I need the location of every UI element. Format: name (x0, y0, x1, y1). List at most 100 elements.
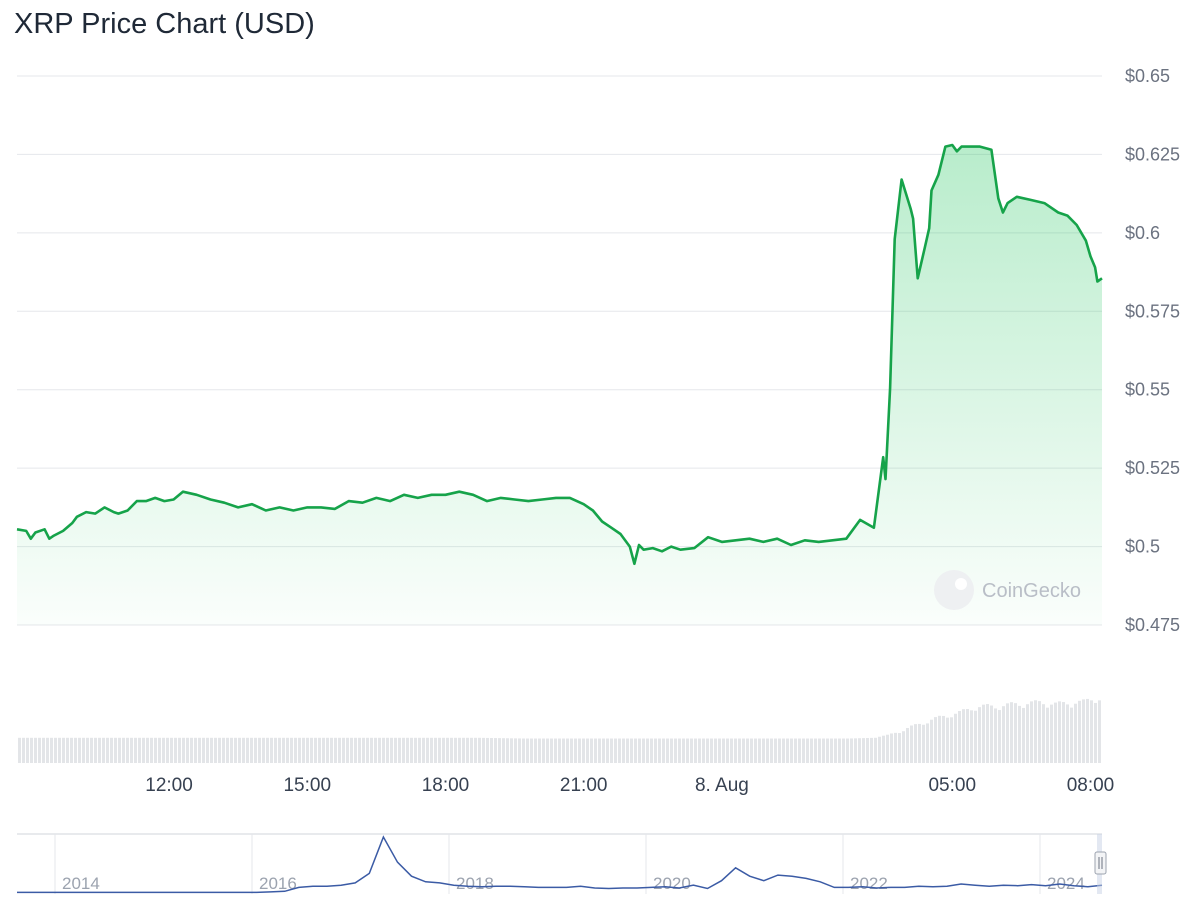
volume-bar (358, 737, 361, 763)
volume-bar (242, 737, 245, 763)
volume-bar (426, 737, 429, 763)
volume-bar (562, 738, 565, 763)
volume-bar (454, 737, 457, 763)
volume-bar (842, 738, 845, 763)
volume-bar (722, 738, 725, 763)
volume-bar (586, 738, 589, 763)
volume-bar (146, 737, 149, 763)
volume-bar (162, 737, 165, 763)
volume-bar (142, 737, 145, 763)
volume-bar (738, 738, 741, 763)
volume-bar (942, 715, 945, 763)
volume-bar (1022, 707, 1025, 763)
volume-bar (1018, 705, 1021, 763)
volume-bar (526, 738, 529, 763)
volume-bar (614, 738, 617, 763)
price-series-line (16, 143, 1103, 566)
volume-bar (686, 738, 689, 763)
volume-bar (654, 738, 657, 763)
volume-bar (218, 737, 221, 763)
volume-bar (258, 737, 261, 763)
volume-bar (374, 737, 377, 763)
volume-bar (398, 737, 401, 763)
volume-bar (182, 737, 185, 763)
navigator-year-label: 2016 (259, 874, 297, 893)
volume-bar (794, 738, 797, 763)
volume-bar (78, 737, 81, 763)
volume-bar (54, 737, 57, 763)
volume-bar (22, 737, 25, 763)
volume-bar (90, 737, 93, 763)
volume-bar (290, 737, 293, 763)
volume-bar (498, 738, 501, 763)
volume-bar (570, 738, 573, 763)
volume-bar (890, 733, 893, 763)
volume-bar (886, 734, 889, 763)
volume-bar (282, 737, 285, 763)
volume-bar (594, 738, 597, 763)
volume-bar (1026, 704, 1029, 763)
volume-bar (566, 738, 569, 763)
volume-bar (878, 736, 881, 763)
volume-bar (18, 737, 21, 763)
y-tick-label: $0.475 (1125, 615, 1180, 635)
x-tick-label: 21:00 (560, 775, 608, 796)
volume-bar (718, 738, 721, 763)
volume-bar (458, 737, 461, 763)
volume-bar (50, 737, 53, 763)
volume-bar (678, 738, 681, 763)
volume-bar (506, 738, 509, 763)
volume-bar (354, 737, 357, 763)
volume-bar (870, 737, 873, 763)
volume-bar (74, 737, 77, 763)
volume-bar (122, 737, 125, 763)
volume-bar (1090, 700, 1093, 763)
volume-bar (246, 737, 249, 763)
volume-bar (306, 737, 309, 763)
volume-bar (286, 737, 289, 763)
volume-bar (270, 737, 273, 763)
volume-bar (834, 738, 837, 763)
y-axis-labels: $0.65 $0.625 $0.6 $0.575 $0.55 $0.525 $0.5 $0.4… (1125, 66, 1180, 635)
volume-bar (606, 738, 609, 763)
volume-bar (822, 738, 825, 763)
volume-bar (874, 737, 877, 763)
volume-bar (430, 737, 433, 763)
volume-bar (1094, 702, 1097, 763)
volume-bar (930, 719, 933, 763)
volume-bar (726, 738, 729, 763)
volume-bar (938, 715, 941, 763)
volume-bar (34, 737, 37, 763)
volume-bar (790, 738, 793, 763)
volume-bar (914, 724, 917, 763)
volume-bar (410, 737, 413, 763)
volume-bar (734, 738, 737, 763)
volume-bar (974, 710, 977, 763)
volume-bar (1046, 707, 1049, 763)
volume-bar (186, 737, 189, 763)
volume-bar (674, 738, 677, 763)
volume-bar (750, 738, 753, 763)
volume-bar (626, 738, 629, 763)
volume-bar (698, 738, 701, 763)
volume-bar (846, 738, 849, 763)
navigator-handle[interactable] (1094, 851, 1107, 875)
volume-bar (638, 738, 641, 763)
navigator[interactable]: 2014 2016 2018 2020 2022 2024 (17, 833, 1107, 894)
volume-bar (710, 738, 713, 763)
volume-bar (534, 738, 537, 763)
volume-bar (302, 737, 305, 763)
x-tick-label: 15:00 (283, 775, 331, 796)
volume-bar (138, 737, 141, 763)
navigator-year-label: 2014 (62, 874, 100, 893)
volume-bar (830, 738, 833, 763)
volume-bar (198, 737, 201, 763)
volume-bar (630, 738, 633, 763)
volume-bar (1014, 703, 1017, 763)
volume-bar (462, 737, 465, 763)
volume-bar (1034, 700, 1037, 763)
volume-bar (490, 737, 493, 763)
volume-bar (30, 737, 33, 763)
x-tick-label: 08:00 (1067, 775, 1115, 796)
